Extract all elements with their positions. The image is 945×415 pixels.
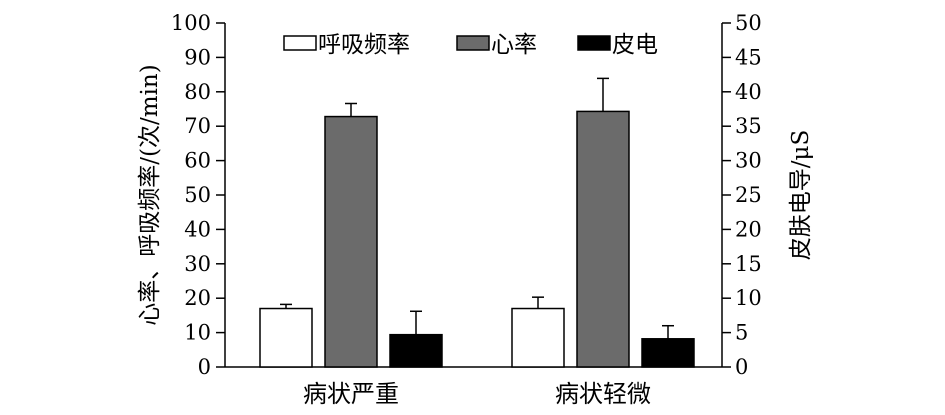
bar	[511, 307, 565, 368]
legend-swatch	[456, 35, 490, 51]
left-tick-label: 0	[198, 355, 211, 379]
right-tick-label: 45	[735, 45, 762, 69]
left-axis-title: 心率、呼吸频率/(次/min)	[137, 64, 163, 325]
left-tick-label: 80	[184, 80, 211, 104]
right-tick-label: 0	[735, 355, 748, 379]
left-tick-label: 70	[184, 114, 211, 138]
bar	[641, 338, 695, 368]
right-tick-label: 5	[735, 321, 748, 345]
right-tick-label: 15	[735, 252, 762, 276]
legend-swatch	[283, 35, 317, 51]
left-tick-label: 50	[184, 183, 211, 207]
category-label: 病状严重	[303, 380, 399, 408]
right-tick-label: 35	[735, 114, 762, 138]
legend-label: 皮电	[612, 32, 658, 58]
legend-label: 心率	[491, 32, 537, 58]
legend-swatch	[577, 35, 611, 51]
right-tick-label: 25	[735, 183, 762, 207]
right-tick-label: 20	[735, 217, 762, 241]
bar	[576, 110, 630, 368]
left-tick-label: 40	[184, 217, 211, 241]
left-tick-label: 60	[184, 149, 211, 173]
category-label: 病状轻微	[555, 380, 651, 408]
bar	[324, 115, 378, 368]
right-tick-label: 50	[735, 11, 762, 35]
bar	[259, 307, 313, 368]
left-tick-label: 100	[171, 11, 211, 35]
left-tick-label: 90	[184, 45, 211, 69]
right-tick-label: 30	[735, 149, 762, 173]
left-tick-label: 10	[184, 321, 211, 345]
right-axis-title: 皮肤电导/μS	[788, 130, 814, 260]
right-tick-label: 10	[735, 286, 762, 310]
left-tick-label: 20	[184, 286, 211, 310]
left-tick-label: 30	[184, 252, 211, 276]
right-tick-label: 40	[735, 80, 762, 104]
bar	[389, 333, 443, 368]
legend-label: 呼吸频率	[318, 32, 410, 58]
